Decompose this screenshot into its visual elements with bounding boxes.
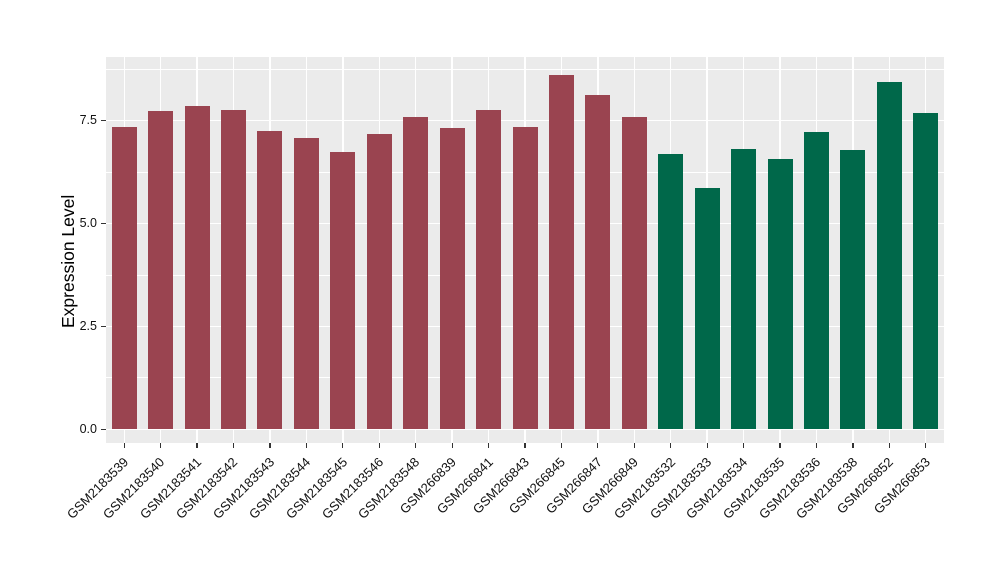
x-axis-tick: [305, 443, 307, 448]
x-axis-tick: [888, 443, 890, 448]
x-axis-tick: [160, 443, 162, 448]
bar-GSM2183543: [257, 130, 283, 430]
bar-GSM2183539: [111, 127, 137, 430]
x-axis-tick: [670, 443, 672, 448]
bar-GSM266852: [876, 82, 902, 430]
y-axis-title: Expression Level: [58, 194, 78, 328]
bar-GSM266841: [476, 110, 502, 430]
bar-GSM2183536: [803, 132, 829, 430]
plot-panel: [106, 57, 944, 443]
bar-GSM2183538: [840, 150, 866, 430]
x-axis-tick: [852, 443, 854, 448]
x-axis-tick: [342, 443, 344, 448]
y-axis-tick: [101, 428, 106, 430]
bar-GSM2183546: [366, 134, 392, 430]
bar-GSM2183532: [658, 153, 684, 430]
x-axis-tick: [196, 443, 198, 448]
bar-GSM2183542: [221, 110, 247, 430]
x-axis-tick: [815, 443, 818, 448]
x-axis-tick: [706, 443, 708, 448]
y-axis-tick: [101, 120, 106, 122]
bar-GSM2183533: [694, 187, 720, 430]
bar-GSM2183535: [767, 159, 793, 430]
x-axis-tick: [779, 443, 781, 448]
bar-GSM266839: [439, 128, 465, 430]
y-axis-tick-label: 0.0: [79, 421, 97, 436]
x-axis-tick: [123, 443, 125, 448]
x-axis-tick: [378, 443, 380, 448]
bar-GSM266847: [585, 94, 611, 430]
bar-GSM2183548: [403, 116, 429, 430]
y-axis-tick: [101, 223, 106, 225]
x-axis-tick: [415, 443, 417, 448]
bar-GSM266853: [913, 113, 939, 430]
bar-GSM266843: [512, 126, 538, 430]
y-axis-tick-label: 2.5: [79, 318, 97, 333]
x-axis-tick: [743, 443, 745, 448]
bar-GSM2183545: [330, 151, 356, 430]
x-axis-tick: [487, 443, 490, 448]
x-axis-tick: [633, 443, 635, 448]
bar-GSM2183541: [184, 106, 210, 430]
x-axis-tick: [597, 443, 599, 448]
x-axis-tick: [524, 443, 526, 448]
y-axis-tick-label: 5.0: [79, 216, 97, 231]
x-axis-tick: [232, 443, 235, 448]
bar-GSM2183534: [731, 148, 757, 430]
x-axis-tick: [451, 443, 453, 448]
bar-GSM2183544: [293, 137, 319, 430]
y-axis-tick: [101, 325, 106, 328]
bar-GSM2183540: [148, 111, 174, 430]
bar-GSM266845: [548, 74, 574, 430]
y-axis-tick-label: 7.5: [79, 113, 97, 128]
bar-GSM266849: [621, 117, 647, 430]
x-axis-tick: [269, 443, 271, 448]
x-axis-tick: [560, 443, 563, 448]
x-axis-tick: [925, 443, 927, 448]
